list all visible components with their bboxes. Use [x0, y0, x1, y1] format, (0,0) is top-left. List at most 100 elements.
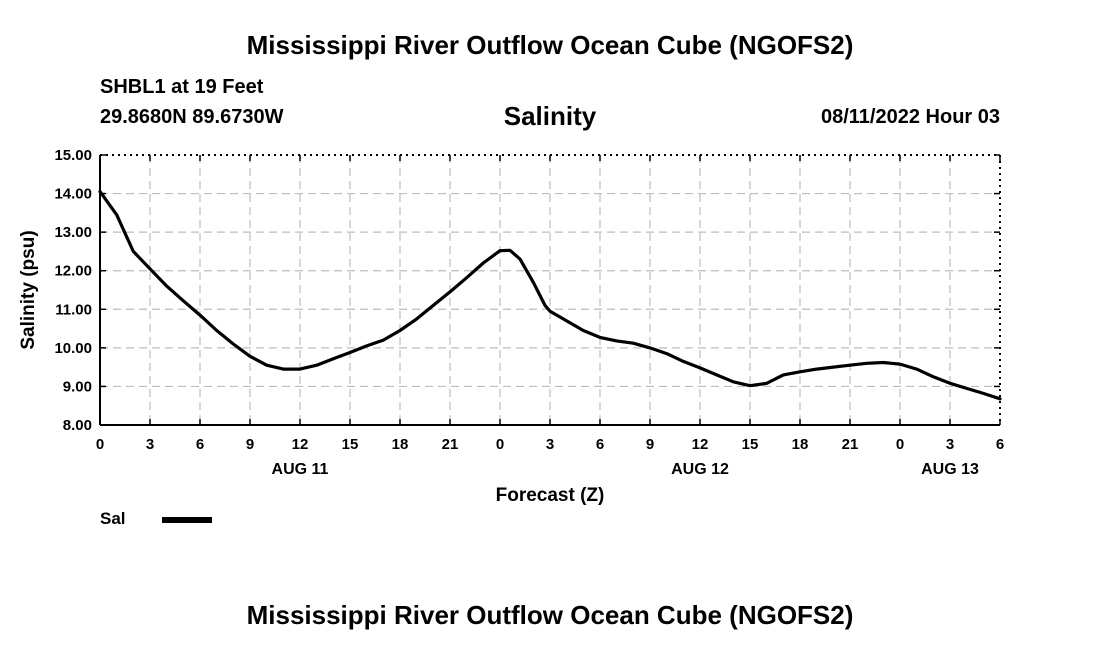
x-tick-label: 6 — [196, 436, 204, 453]
data-point — [666, 353, 668, 355]
data-point — [766, 382, 768, 384]
data-point — [916, 368, 918, 370]
data-point — [832, 366, 834, 368]
x-tick-label: 3 — [546, 436, 554, 453]
data-point — [966, 387, 968, 389]
data-point — [682, 360, 684, 362]
data-point — [249, 355, 251, 357]
data-point — [749, 385, 751, 387]
y-tick-label: 12.00 — [54, 263, 92, 280]
data-point — [132, 250, 134, 252]
page-title-bottom: Mississippi River Outflow Ocean Cube (NG… — [246, 600, 854, 630]
date-label: AUG 11 — [272, 461, 329, 478]
x-tick-label: 21 — [442, 436, 459, 453]
data-point — [482, 262, 484, 264]
data-point — [399, 329, 401, 332]
data-point — [732, 381, 734, 383]
x-tick-label: 21 — [842, 436, 859, 453]
y-tick-label: 11.00 — [55, 301, 92, 318]
data-point — [432, 304, 434, 306]
chart-title: Salinity — [503, 101, 597, 131]
grid-lines — [100, 155, 1000, 425]
data-point — [982, 392, 984, 394]
x-tick-label: 15 — [342, 436, 359, 453]
station-label: SHBL1 at 19 Feet — [100, 76, 264, 98]
data-point — [149, 268, 151, 270]
data-point — [949, 382, 951, 384]
data-point — [366, 345, 368, 347]
data-point — [899, 363, 901, 365]
x-tick-label: 3 — [946, 436, 954, 453]
x-tick-label: 9 — [246, 436, 254, 453]
x-tick-label: 6 — [996, 436, 1004, 453]
data-point — [282, 368, 284, 370]
y-tick-label: 15.00 — [54, 147, 92, 164]
data-point — [566, 320, 568, 322]
legend-label-sal: Sal — [100, 509, 126, 528]
data-point — [116, 214, 118, 216]
data-point — [332, 358, 334, 360]
data-point — [499, 250, 501, 252]
date-label: AUG 12 — [671, 461, 729, 478]
station-coordinates: 29.8680N 89.6730W — [100, 106, 284, 128]
y-tick-label: 13.00 — [54, 224, 92, 241]
data-point — [649, 347, 651, 349]
data-point — [866, 362, 868, 364]
y-tick-label: 10.00 — [54, 340, 92, 357]
data-point — [316, 364, 318, 366]
data-point — [616, 340, 618, 342]
data-point — [932, 376, 934, 378]
data-point — [509, 249, 511, 251]
data-point — [232, 343, 234, 345]
page-title: Mississippi River Outflow Ocean Cube (NG… — [246, 30, 854, 60]
date-label: AUG 13 — [921, 461, 979, 478]
y-tick-label: 8.00 — [63, 417, 92, 434]
x-tick-label: 9 — [646, 436, 654, 453]
x-tick-label: 15 — [742, 436, 759, 453]
x-tick-label: 18 — [392, 436, 409, 453]
data-point — [466, 277, 468, 279]
data-point — [632, 342, 634, 344]
x-axis-title: Forecast (Z) — [496, 485, 605, 506]
data-point — [599, 336, 601, 338]
data-point — [816, 368, 818, 370]
x-tick-label: 12 — [292, 436, 309, 453]
data-point — [382, 339, 384, 341]
data-point — [182, 300, 184, 302]
x-tick-label: 0 — [896, 436, 904, 453]
data-point — [166, 285, 168, 287]
x-tick-label: 12 — [692, 436, 709, 453]
data-point — [266, 364, 268, 366]
data-point — [582, 329, 584, 332]
data-point — [416, 318, 418, 320]
data-point — [799, 371, 801, 373]
data-point — [216, 329, 218, 332]
data-point — [544, 304, 546, 306]
data-point — [519, 258, 521, 260]
x-tick-label: 18 — [792, 436, 809, 453]
data-point — [449, 291, 451, 293]
x-tick-label: 3 — [146, 436, 154, 453]
data-point — [999, 398, 1001, 400]
data-point — [299, 368, 301, 370]
x-tick-label: 6 — [596, 436, 604, 453]
data-point — [549, 310, 551, 312]
data-point — [532, 281, 534, 283]
data-point — [349, 351, 351, 354]
data-point — [882, 361, 884, 364]
data-point — [99, 191, 101, 193]
data-point — [199, 314, 201, 316]
forecast-run-time: 08/11/2022 Hour 03 — [820, 106, 1000, 128]
x-tick-label: 0 — [96, 436, 104, 453]
axis-labels: 0 3 6 9 12 15 18 21 0 3 6 9 12 15 18 21 0 3 6 8.00 9.00 10.00… — [18, 147, 1004, 506]
y-tick-label: 14.00 — [54, 186, 92, 203]
x-tick-label: 0 — [496, 436, 504, 453]
y-axis-title: Salinity (psu) — [18, 230, 39, 349]
data-point — [782, 374, 784, 376]
y-tick-label: 9.00 — [63, 378, 92, 395]
data-point — [849, 364, 851, 366]
legend-swatch-sal — [162, 517, 212, 523]
data-point — [699, 367, 701, 369]
series-layer — [98, 190, 1002, 401]
